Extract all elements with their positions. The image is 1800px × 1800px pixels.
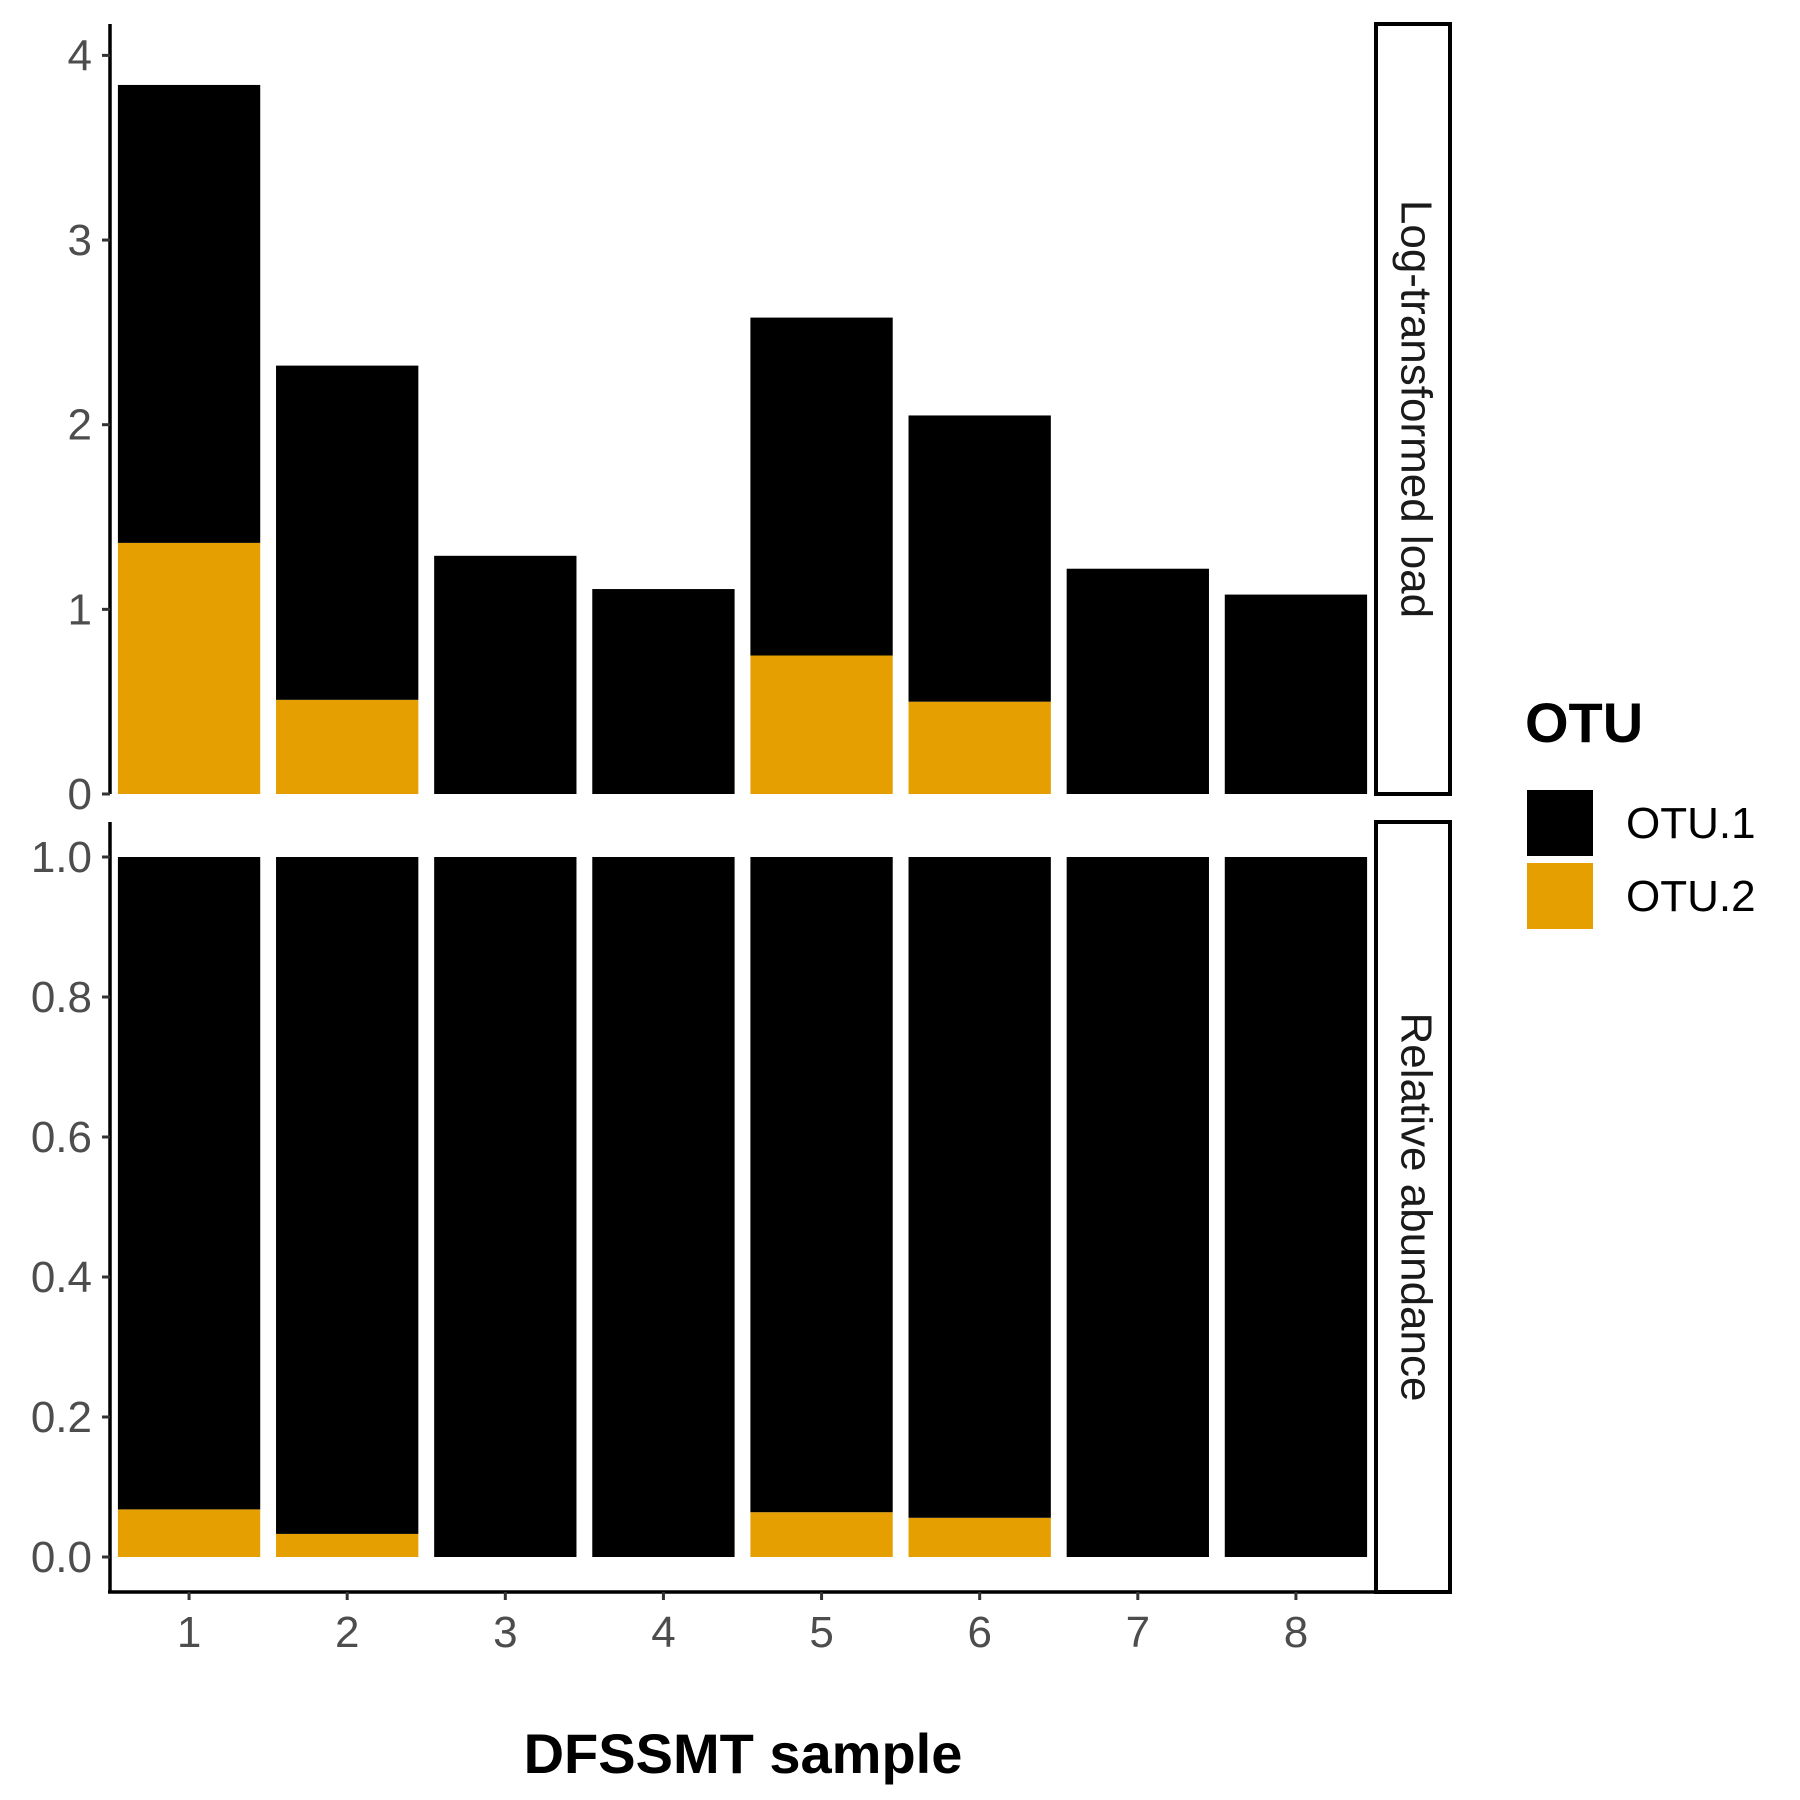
y-tick-label: 1.0 [31, 833, 92, 882]
bar-otu2-sample-1 [117, 1509, 261, 1557]
x-tick-label: 2 [335, 1608, 359, 1657]
bar-otu1-sample-8 [1224, 857, 1368, 1557]
x-axis-title: DFSSMT sample [524, 1722, 963, 1785]
bar-otu1-sample-7 [1066, 857, 1209, 1557]
legend-key-otu2 [1527, 863, 1593, 929]
y-tick-label: 0.2 [31, 1393, 92, 1442]
x-tick-label: 7 [1126, 1608, 1150, 1657]
x-tick-label: 8 [1284, 1608, 1308, 1657]
bar-otu1-sample-1 [117, 84, 261, 543]
y-tick-label: 0.0 [31, 1533, 92, 1582]
bar-otu2-sample-2 [276, 1533, 419, 1557]
legend-label-otu2: OTU.2 [1626, 872, 1756, 921]
legend: OTU OTU.1 OTU.2 [1525, 691, 1756, 929]
panel-1: 0 1 2 3 4 Log-transformed load [68, 22, 1452, 819]
bar-otu1-sample-4 [592, 589, 735, 794]
x-tick-label: 3 [493, 1608, 517, 1657]
x-tick-label: 6 [967, 1608, 991, 1657]
facet-strip [1374, 22, 1452, 796]
x-tick-label: 1 [177, 1608, 201, 1657]
bar-otu1-sample-4 [592, 857, 735, 1557]
bar-otu1-sample-2 [276, 857, 419, 1534]
bar-otu2-sample-6 [908, 701, 1051, 794]
bar-otu2-sample-1 [117, 542, 261, 794]
facet-strip [1374, 820, 1452, 1594]
y-tick-label: 0.6 [31, 1113, 92, 1162]
legend-label-otu1: OTU.1 [1626, 799, 1756, 848]
bar-otu1-sample-8 [1224, 594, 1368, 794]
y-tick-label: 0 [68, 770, 92, 819]
bar-otu1-sample-3 [434, 857, 577, 1557]
y-tick-label: 0.8 [31, 973, 92, 1022]
y-tick-label: 1 [68, 585, 92, 634]
bar-otu1-sample-2 [276, 365, 419, 700]
bar-otu2-sample-2 [276, 699, 419, 794]
panel-2: 0.0 0.2 0.4 0.6 0.8 1.0 Relative abundance 1 2 3 4… [31, 820, 1452, 1657]
y-tick-label: 4 [68, 31, 92, 80]
bar-otu1-sample-6 [908, 857, 1051, 1518]
facet-strip-label: Log-transformed load [1391, 200, 1440, 618]
facet-strip-label: Relative abundance [1391, 1013, 1440, 1402]
legend-title: OTU [1525, 691, 1643, 754]
bar-otu1-sample-1 [117, 857, 261, 1510]
bar-otu1-sample-3 [434, 555, 577, 794]
x-tick-label: 5 [809, 1608, 833, 1657]
bar-otu1-sample-7 [1066, 568, 1209, 794]
bar-otu1-sample-6 [908, 415, 1051, 702]
bar-otu1-sample-5 [750, 317, 893, 656]
bar-otu2-sample-6 [908, 1517, 1051, 1557]
legend-key-otu1 [1527, 790, 1593, 856]
bar-otu2-sample-5 [750, 655, 893, 794]
y-tick-label: 2 [68, 401, 92, 450]
y-tick-label: 3 [68, 216, 92, 265]
bar-otu1-sample-5 [750, 857, 893, 1513]
y-tick-label: 0.4 [31, 1253, 92, 1302]
bar-otu2-sample-5 [750, 1512, 893, 1557]
x-tick-label: 4 [651, 1608, 675, 1657]
chart-panels: 0 1 2 3 4 Log-transformed load 0.0 0.2 0.4 0.6 0.8… [31, 22, 1452, 1657]
